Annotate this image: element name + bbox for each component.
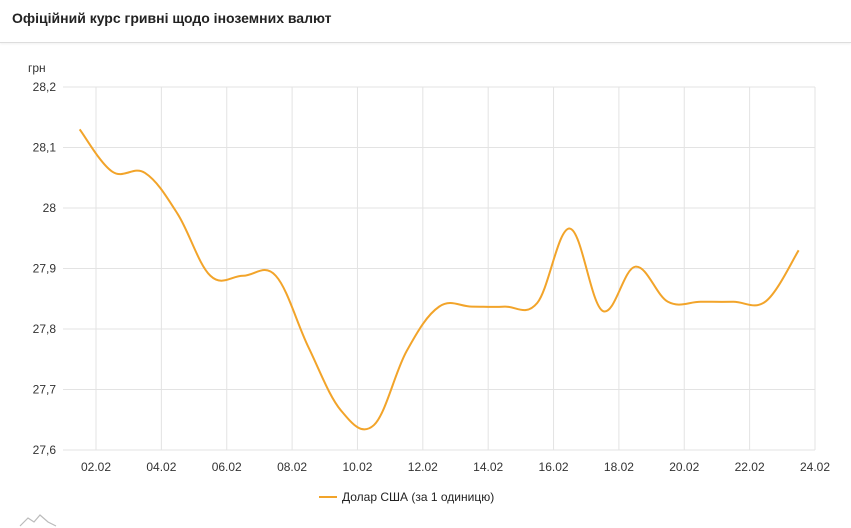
legend-label: Долар США (за 1 одиницю): [342, 490, 495, 504]
legend-swatch: [319, 496, 337, 498]
y-tick-label: 28,2: [33, 80, 57, 94]
y-tick-label: 28: [43, 201, 57, 215]
y-axis-label: грн: [28, 61, 46, 75]
x-tick-label: 22.02: [735, 460, 765, 474]
page-title: Офіційний курс гривні щодо іноземних вал…: [12, 10, 332, 26]
grid: [63, 86, 816, 451]
x-tick-label: 24.02: [800, 460, 830, 474]
x-tick-label: 06.02: [212, 460, 242, 474]
legend[interactable]: Долар США (за 1 одиницю): [319, 490, 494, 504]
x-tick-label: 10.02: [342, 460, 372, 474]
x-tick-label: 04.02: [146, 460, 176, 474]
x-tick-label: 12.02: [408, 460, 438, 474]
header: Офіційний курс гривні щодо іноземних вал…: [0, 0, 851, 43]
y-tick-label: 27,7: [33, 383, 57, 397]
x-tick-label: 20.02: [669, 460, 699, 474]
y-axis-ticks: 27,6 27,7 27,8 27,9 28 28,1 28,2: [33, 80, 57, 457]
x-tick-label: 14.02: [473, 460, 503, 474]
x-tick-label: 16.02: [539, 460, 569, 474]
x-axis-ticks: 02.02 04.02 06.02 08.02 10.02 12.02 14.02 16.02…: [81, 460, 830, 474]
y-tick-label: 28,1: [33, 141, 57, 155]
y-tick-label: 27,6: [33, 443, 57, 457]
y-tick-label: 27,9: [33, 262, 57, 276]
y-tick-label: 27,8: [33, 322, 57, 336]
x-tick-label: 08.02: [277, 460, 307, 474]
x-tick-label: 18.02: [604, 460, 634, 474]
series-line: [78, 128, 800, 431]
logo-icon: [19, 514, 57, 527]
x-tick-label: 02.02: [81, 460, 111, 474]
